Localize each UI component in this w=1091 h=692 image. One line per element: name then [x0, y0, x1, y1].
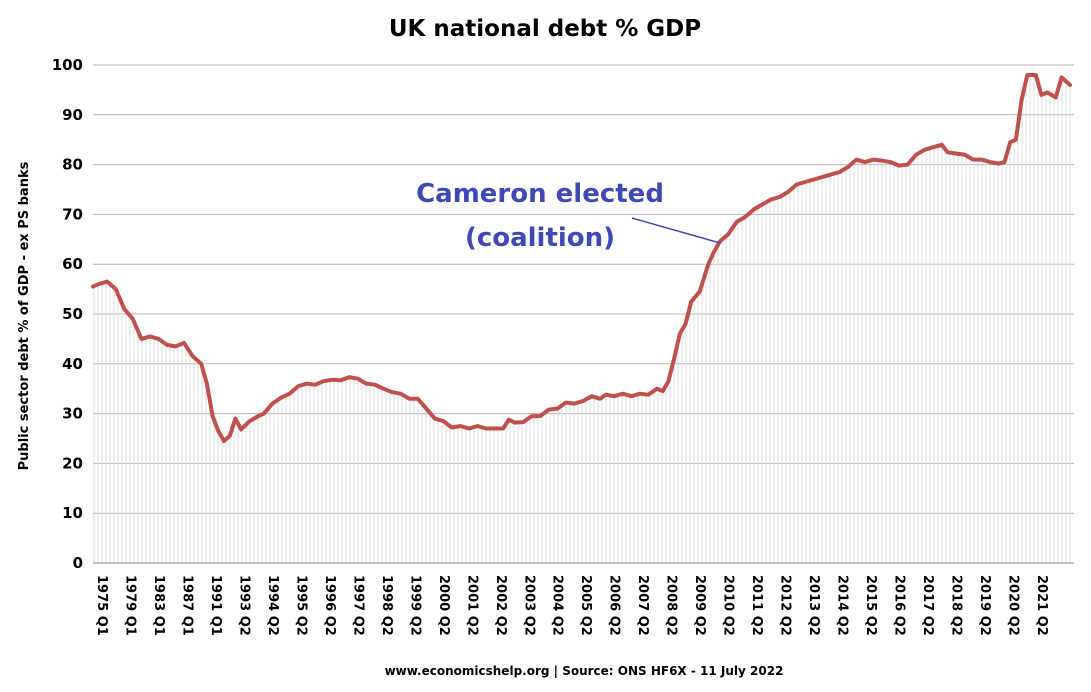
chart-title: UK national debt % GDP [389, 16, 701, 42]
x-tick-label: 2014 Q2 [835, 575, 850, 636]
x-tick-label: 2005 Q2 [578, 575, 593, 636]
x-tick-label: 1975 Q1 [94, 575, 109, 636]
source-note: www.economicshelp.org | Source: ONS HF6X… [385, 664, 784, 678]
x-tick-label: 1983 Q1 [151, 575, 166, 636]
x-tick-label: 1996 Q2 [322, 575, 337, 636]
x-tick-label: 1991 Q1 [208, 575, 223, 636]
x-tick-label: 2002 Q2 [493, 575, 508, 636]
annotation-line-2: (coalition) [465, 223, 615, 253]
y-tick-label: 90 [62, 106, 83, 124]
x-tick-label: 1979 Q1 [122, 575, 137, 636]
x-tick-label: 1987 Q1 [179, 575, 194, 636]
x-tick-label: 1993 Q2 [236, 575, 251, 636]
y-tick-label: 50 [62, 305, 83, 323]
y-tick-label: 40 [62, 355, 83, 373]
x-tick-label: 2013 Q2 [806, 575, 821, 636]
x-tick-label: 2000 Q2 [436, 575, 451, 636]
y-tick-label: 0 [73, 554, 83, 572]
x-tick-label: 2020 Q2 [1005, 575, 1020, 636]
x-tick-label: 2021 Q2 [1034, 575, 1049, 636]
x-axis-ticks: 1975 Q1 1979 Q1 1983 Q1 1987 Q1 1991 Q1 1993 … [94, 575, 1049, 636]
y-tick-label: 70 [62, 205, 83, 223]
x-tick-label: 2009 Q2 [692, 575, 707, 636]
x-tick-label: 2012 Q2 [778, 575, 793, 636]
x-tick-label: 2001 Q2 [464, 575, 479, 636]
y-tick-label: 60 [62, 255, 83, 273]
x-tick-label: 2006 Q2 [607, 575, 622, 636]
x-tick-label: 1997 Q2 [350, 575, 365, 636]
x-tick-label: 2010 Q2 [721, 575, 736, 636]
x-tick-label: 2015 Q2 [863, 575, 878, 636]
area-hatch [93, 74, 1071, 563]
x-tick-label: 1994 Q2 [265, 575, 280, 636]
x-tick-label: 1995 Q2 [293, 575, 308, 636]
x-tick-label: 2017 Q2 [920, 575, 935, 636]
y-axis-label: Public sector debt % of GDP - ex PS bank… [17, 161, 32, 470]
x-tick-label: 2004 Q2 [550, 575, 565, 636]
x-tick-label: 1999 Q2 [407, 575, 422, 636]
gridlines [93, 64, 1074, 514]
x-tick-label: 2007 Q2 [635, 575, 650, 636]
annotation-pointer [631, 217, 721, 244]
x-tick-label: 2008 Q2 [664, 575, 679, 636]
x-tick-label: 2003 Q2 [521, 575, 536, 636]
annotation-line-1: Cameron elected [416, 179, 664, 209]
x-tick-label: 2018 Q2 [949, 575, 964, 636]
y-tick-label: 100 [52, 56, 83, 74]
x-tick-label: 2019 Q2 [977, 575, 992, 636]
y-axis-ticks: 0 10 20 30 40 50 60 70 80 90 100 [52, 56, 83, 572]
debt-series-line [91, 73, 1072, 443]
y-tick-label: 80 [62, 156, 83, 174]
x-tick-label: 1998 Q2 [379, 575, 394, 636]
x-tick-label: 2011 Q2 [749, 575, 764, 636]
x-tick-label: 2016 Q2 [892, 575, 907, 636]
y-tick-label: 20 [62, 454, 83, 472]
y-tick-label: 30 [62, 405, 83, 423]
y-tick-label: 10 [62, 504, 83, 522]
